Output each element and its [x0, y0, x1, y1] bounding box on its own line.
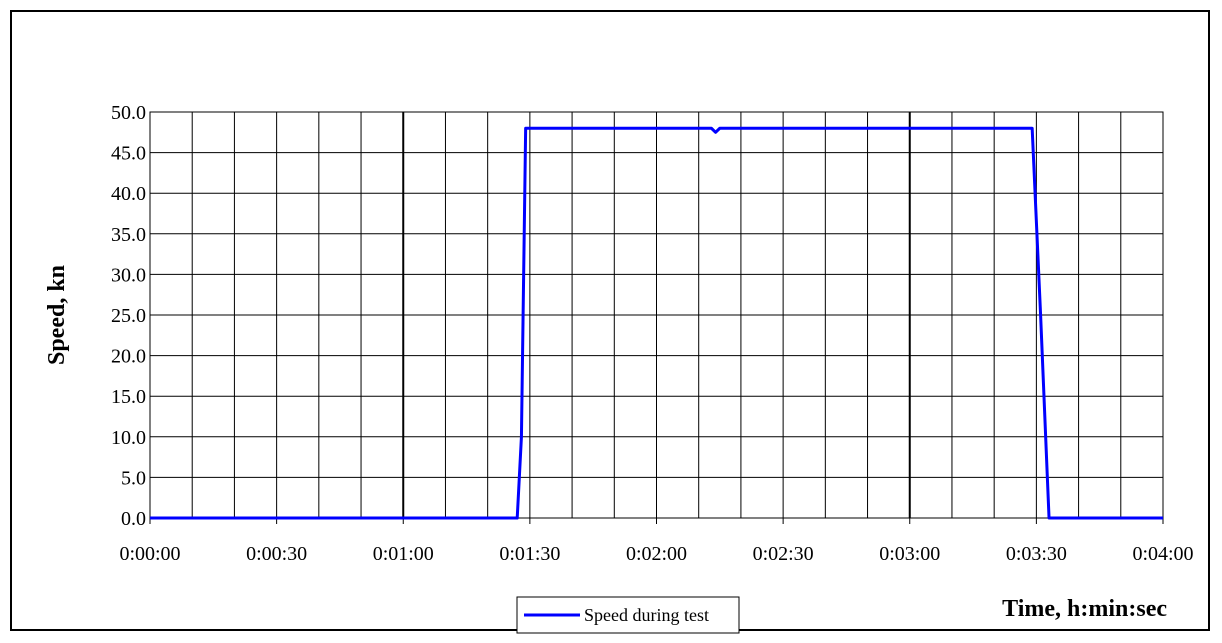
y-tick-label: 50.0 — [111, 102, 146, 124]
series-line-speed — [150, 126, 1163, 520]
y-tick-label: 10.0 — [111, 427, 146, 449]
x-tick-label: 0:02:00 — [626, 543, 687, 565]
y-axis-ticks: 0.0 5.0 10.0 15.0 20.0 25.0 30.0 35.0 40.0 45.0 50… — [111, 102, 146, 530]
x-tick-label: 0:01:30 — [499, 543, 560, 565]
x-axis-title: Time, h:min:sec — [1002, 596, 1167, 622]
x-tick-label: 0:03:00 — [879, 543, 940, 565]
y-tick-label: 45.0 — [111, 143, 146, 165]
y-tick-label: 15.0 — [111, 386, 146, 408]
y-tick-label: 35.0 — [111, 224, 146, 246]
series-layer — [150, 126, 1163, 520]
y-tick-label: 25.0 — [111, 305, 146, 327]
y-axis-title: Speed, kn — [44, 265, 70, 365]
y-tick-label: 20.0 — [111, 346, 146, 368]
grid-lines — [149, 111, 1164, 519]
y-tick-label: 0.0 — [121, 508, 146, 530]
chart-frame — [10, 10, 1210, 631]
y-tick-label: 30.0 — [111, 264, 146, 286]
y-tick-label: 5.0 — [121, 467, 146, 489]
legend: Speed during test — [516, 596, 740, 634]
x-tick-label: 0:01:00 — [373, 543, 434, 565]
x-axis-ticks: 0:00:00 0:00:30 0:01:00 0:01:30 0:02:00 0:02:… — [119, 518, 1194, 565]
x-tick-label: 0:00:30 — [246, 543, 307, 565]
y-tick-label: 40.0 — [111, 183, 146, 205]
x-tick-label: 0:03:30 — [1006, 543, 1067, 565]
x-tick-label: 0:00:00 — [119, 543, 180, 565]
x-tick-label: 0:02:30 — [753, 543, 814, 565]
legend-label-speed: Speed during test — [584, 605, 709, 625]
x-tick-label: 0:04:00 — [1132, 543, 1193, 565]
